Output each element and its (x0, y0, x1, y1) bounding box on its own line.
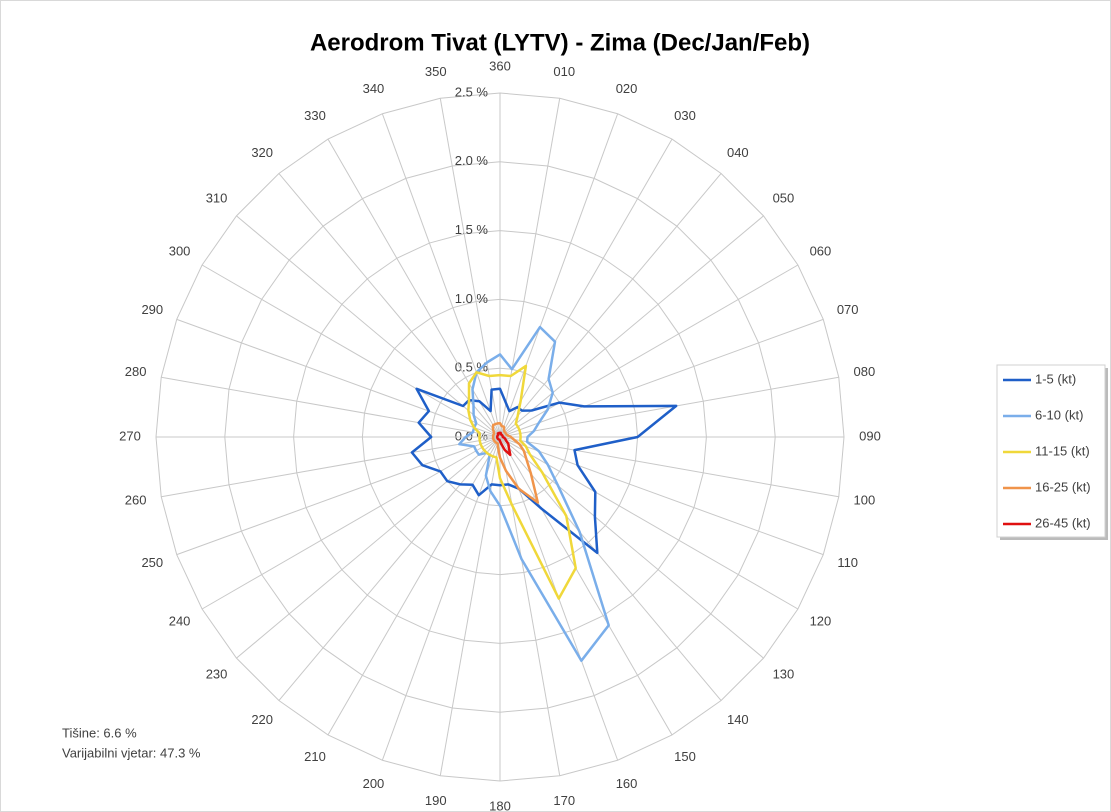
spoke (499, 98, 561, 438)
category-label: 310 (206, 191, 228, 206)
category-label: 180 (489, 798, 511, 812)
legend-label: 11-15 (kt) (1035, 443, 1090, 458)
legend-label: 6-10 (kt) (1035, 407, 1083, 422)
legend-label: 1-5 (kt) (1035, 371, 1076, 386)
spoke (278, 173, 501, 438)
series-line (491, 421, 540, 504)
spoke (381, 113, 501, 438)
category-label: 300 (169, 243, 191, 258)
spoke (499, 436, 561, 776)
spoke (278, 436, 501, 701)
spoke (499, 436, 673, 736)
category-label: 250 (141, 555, 163, 570)
category-label: 330 (304, 108, 326, 123)
category-label: 120 (810, 613, 832, 628)
r-tick-label: 1.5 % (455, 222, 489, 237)
category-label: 010 (553, 64, 575, 79)
spoke (201, 436, 501, 610)
category-label: 050 (773, 191, 795, 206)
category-label: 060 (810, 243, 832, 258)
category-label: 080 (854, 364, 876, 379)
spoke (439, 98, 501, 438)
category-label: 210 (304, 749, 326, 764)
spoke (499, 173, 722, 438)
category-label: 220 (251, 712, 273, 727)
category-label: 090 (859, 428, 881, 443)
category-label: 170 (553, 793, 575, 808)
category-label: 290 (141, 302, 163, 317)
series-line (495, 431, 512, 457)
spoke (499, 215, 764, 438)
spoke (439, 436, 501, 776)
series-line (467, 364, 577, 600)
category-label: 160 (616, 776, 638, 791)
r-tick-label: 2.0 % (455, 153, 489, 168)
spoke (236, 215, 501, 438)
spoke (499, 436, 839, 498)
category-label: 350 (425, 64, 447, 79)
category-label: 150 (674, 749, 696, 764)
category-label: 230 (206, 666, 228, 681)
category-label: 100 (854, 493, 876, 508)
spoke (499, 138, 673, 438)
r-tick-label: 1.0 % (455, 291, 489, 306)
spoke (499, 318, 824, 438)
spoke (201, 264, 501, 438)
category-label: 190 (425, 793, 447, 808)
annotation: Varijabilni vjetar: 47.3 % (62, 745, 201, 760)
spoke (327, 436, 501, 736)
chart-title: Aerodrom Tivat (LYTV) - Zima (Dec/Jan/Fe… (310, 29, 810, 56)
spoke (381, 436, 501, 761)
category-label: 360 (489, 58, 511, 73)
spoke (176, 436, 501, 556)
r-tick-label: 0.5 % (455, 360, 489, 375)
category-label: 020 (616, 81, 638, 96)
spoke (236, 436, 501, 659)
spoke (327, 138, 501, 438)
category-label: 280 (125, 364, 147, 379)
category-label: 040 (727, 145, 749, 160)
spoke (176, 318, 501, 438)
spoke (499, 113, 619, 438)
category-label: 260 (125, 493, 147, 508)
spoke (161, 376, 501, 438)
category-label: 320 (251, 145, 273, 160)
category-label: 130 (773, 666, 795, 681)
category-label: 110 (837, 555, 858, 570)
spoke (499, 436, 824, 556)
category-label: 340 (363, 81, 385, 96)
category-label: 030 (674, 108, 696, 123)
category-label: 240 (169, 613, 191, 628)
spoke (161, 436, 501, 498)
category-label: 270 (119, 428, 141, 443)
annotation: Tišine: 6.6 % (62, 725, 137, 740)
category-label: 070 (837, 302, 859, 317)
r-tick-label: 2.5 % (455, 84, 489, 99)
legend-label: 26-45 (kt) (1035, 515, 1091, 530)
series-line (410, 387, 678, 555)
legend-label: 16-25 (kt) (1035, 479, 1091, 494)
category-label: 140 (727, 712, 749, 727)
series-line (458, 325, 610, 662)
spoke (499, 264, 799, 438)
category-label: 200 (363, 776, 385, 791)
spoke (499, 436, 722, 701)
